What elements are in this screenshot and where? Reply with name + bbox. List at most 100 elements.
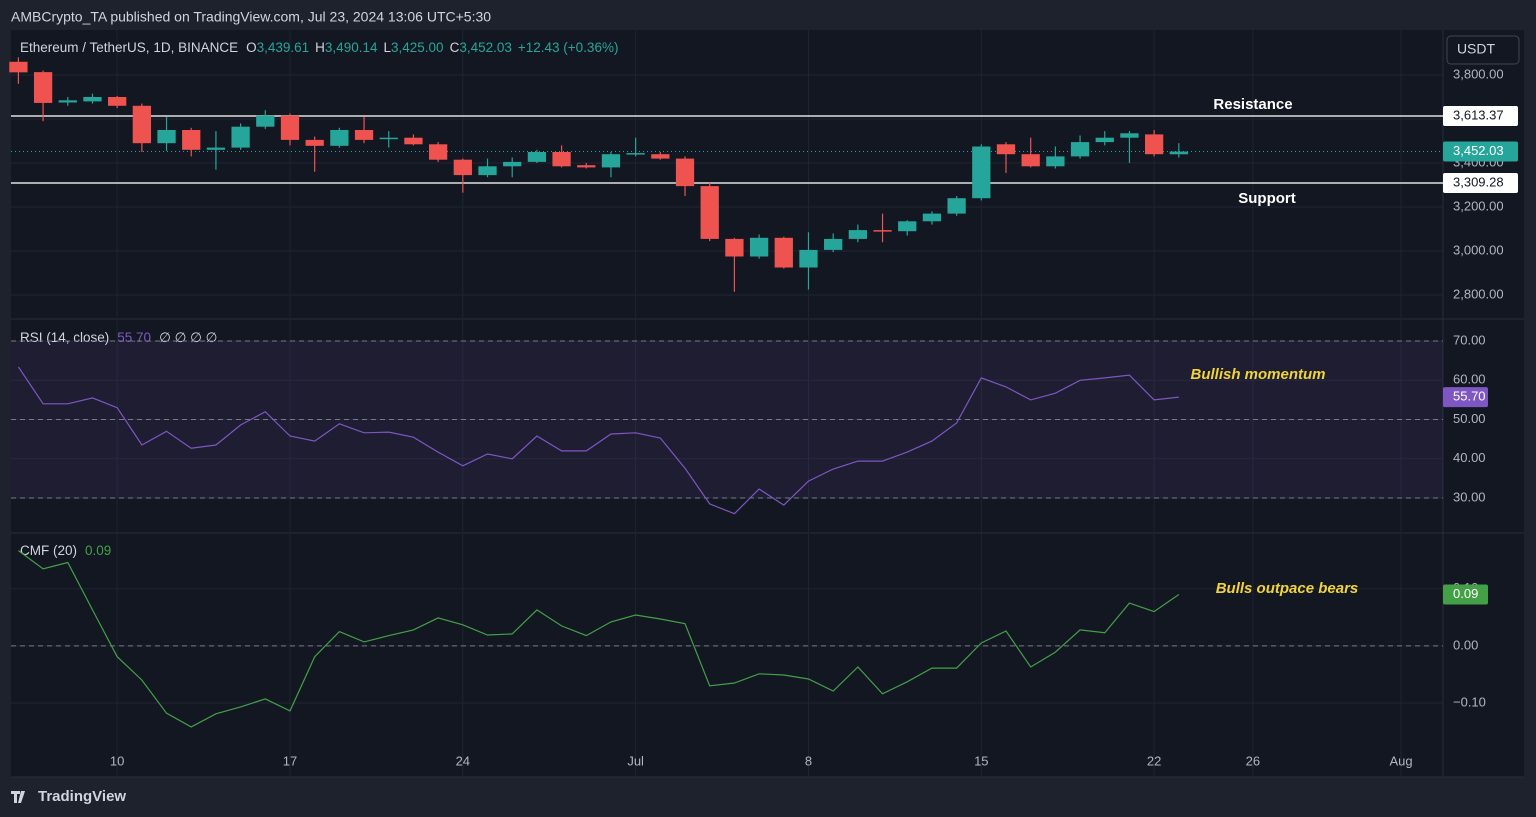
y-tick-label: 70.00 xyxy=(1453,332,1486,347)
last-price-badge-bg xyxy=(1443,141,1518,162)
current-value-badge: 55.70 xyxy=(1453,389,1486,404)
level-badge: 3,613.37 xyxy=(1453,107,1504,122)
candle-body xyxy=(428,144,448,160)
candle-body xyxy=(824,238,843,250)
x-tick-label: 17 xyxy=(283,753,297,768)
candle-body xyxy=(1021,154,1040,167)
candle-body xyxy=(898,221,917,232)
ohlc-value: 3,439.61 xyxy=(257,40,310,55)
candle-body xyxy=(972,146,991,199)
y-tick-label: 0.00 xyxy=(1453,637,1478,652)
ohlc-key: C xyxy=(450,40,460,55)
candle-body xyxy=(206,147,226,150)
candle-body xyxy=(601,154,621,168)
current-value-badge-bg xyxy=(1443,387,1488,408)
y-tick-label: 3,200.00 xyxy=(1453,198,1504,213)
ohlc-key: H xyxy=(315,40,325,55)
candle-body xyxy=(108,96,127,106)
ohlc-value: 3,425.00 xyxy=(391,40,444,55)
y-tick-label: 3,000.00 xyxy=(1453,242,1504,257)
candle-body xyxy=(1070,142,1090,157)
candle-body xyxy=(675,158,695,187)
candle-body xyxy=(577,165,596,168)
candle-body xyxy=(552,151,571,167)
candle-body xyxy=(330,129,349,146)
annotation: Bullish momentum xyxy=(1190,366,1325,383)
candle-body xyxy=(404,137,423,145)
x-tick-label: 26 xyxy=(1246,753,1260,768)
symbol: Ethereum / TetherUS, 1D, BINANCE xyxy=(20,40,238,55)
candle-body xyxy=(256,115,275,127)
logo-mark xyxy=(11,791,25,803)
annotation: Bulls outpace bears xyxy=(1216,580,1359,597)
currency[interactable]: USDT xyxy=(1457,41,1496,57)
candle-body xyxy=(799,249,818,268)
legend: Ethereum / TetherUS, 1D, BINANCE O3,439.6… xyxy=(20,40,618,55)
y-tick-label: 40.00 xyxy=(1453,450,1486,465)
x-tick-label: 24 xyxy=(456,753,470,768)
rsi-value: 55.70 xyxy=(117,330,151,345)
x-tick-label: 8 xyxy=(805,753,812,768)
x-tick-label: 15 xyxy=(974,753,988,768)
candle-body xyxy=(527,151,547,162)
candle-body xyxy=(1095,137,1114,143)
candle-body xyxy=(725,238,744,257)
candle-body xyxy=(1144,134,1164,155)
candle-body xyxy=(873,230,892,232)
rsi-legend: RSI (14, close) 55.70 ∅ ∅ ∅ ∅ xyxy=(20,330,218,345)
cmf-legend: CMF (20) 0.09 xyxy=(20,543,111,558)
ohlc-value: 3,452.03 xyxy=(459,40,512,55)
candle-body xyxy=(9,61,28,73)
x-tick-label: 22 xyxy=(1147,753,1161,768)
indicator-line xyxy=(17,366,1179,515)
candle-body xyxy=(626,153,645,155)
current-value-badge-bg xyxy=(1443,584,1488,605)
candle-body xyxy=(280,115,300,140)
y-tick-label: 30.00 xyxy=(1453,489,1486,504)
y-tick-label: 2,800.00 xyxy=(1453,286,1504,301)
candle-body xyxy=(231,126,250,148)
chart-area xyxy=(11,30,1524,777)
candle-body xyxy=(1120,133,1139,138)
change: +12.43 (+0.36%) xyxy=(518,40,619,55)
candle-body xyxy=(379,137,398,140)
candle-body xyxy=(651,154,670,159)
candle-body xyxy=(922,213,942,222)
currency-button[interactable] xyxy=(1446,35,1520,65)
candle-body xyxy=(305,139,324,146)
candle-body xyxy=(749,237,769,257)
candle-body xyxy=(848,230,867,239)
candle-body xyxy=(33,72,53,103)
candle-body xyxy=(700,186,719,239)
candle-body xyxy=(478,166,497,176)
candle-body xyxy=(58,100,77,103)
cmf-title: CMF (20) xyxy=(20,543,77,558)
level-badge: 3,309.28 xyxy=(1453,174,1504,189)
level-badge-bg xyxy=(1443,172,1518,193)
publisher: AMBCrypto_TA published on TradingView.co… xyxy=(11,9,491,25)
candle-body xyxy=(132,105,151,144)
rsi-inputs: ∅ ∅ ∅ ∅ xyxy=(159,330,218,345)
candle-body xyxy=(453,159,472,176)
candle-body xyxy=(157,129,176,144)
x-tick-label: Jul xyxy=(627,753,644,768)
x-tick-label: 10 xyxy=(110,753,124,768)
candle-body xyxy=(83,96,102,102)
y-tick-label: −0.10 xyxy=(1453,694,1486,709)
level-name: Resistance xyxy=(1213,96,1292,113)
candle-body xyxy=(774,237,793,268)
x-tick-label: Aug xyxy=(1389,753,1412,768)
candle-body xyxy=(503,161,522,167)
ohlc-value: 3,490.14 xyxy=(325,40,378,55)
indicator-line xyxy=(18,550,1180,728)
ohlc-key: O xyxy=(246,40,257,55)
y-tick-label: 50.00 xyxy=(1453,411,1486,426)
cmf-value: 0.09 xyxy=(85,543,111,558)
last-price-badge: 3,452.03 xyxy=(1453,143,1504,158)
candle-body xyxy=(1046,156,1065,167)
candle-body xyxy=(947,198,966,214)
level-name: Support xyxy=(1238,190,1296,207)
candle-body xyxy=(996,144,1016,155)
current-value-badge: 0.09 xyxy=(1453,586,1478,601)
